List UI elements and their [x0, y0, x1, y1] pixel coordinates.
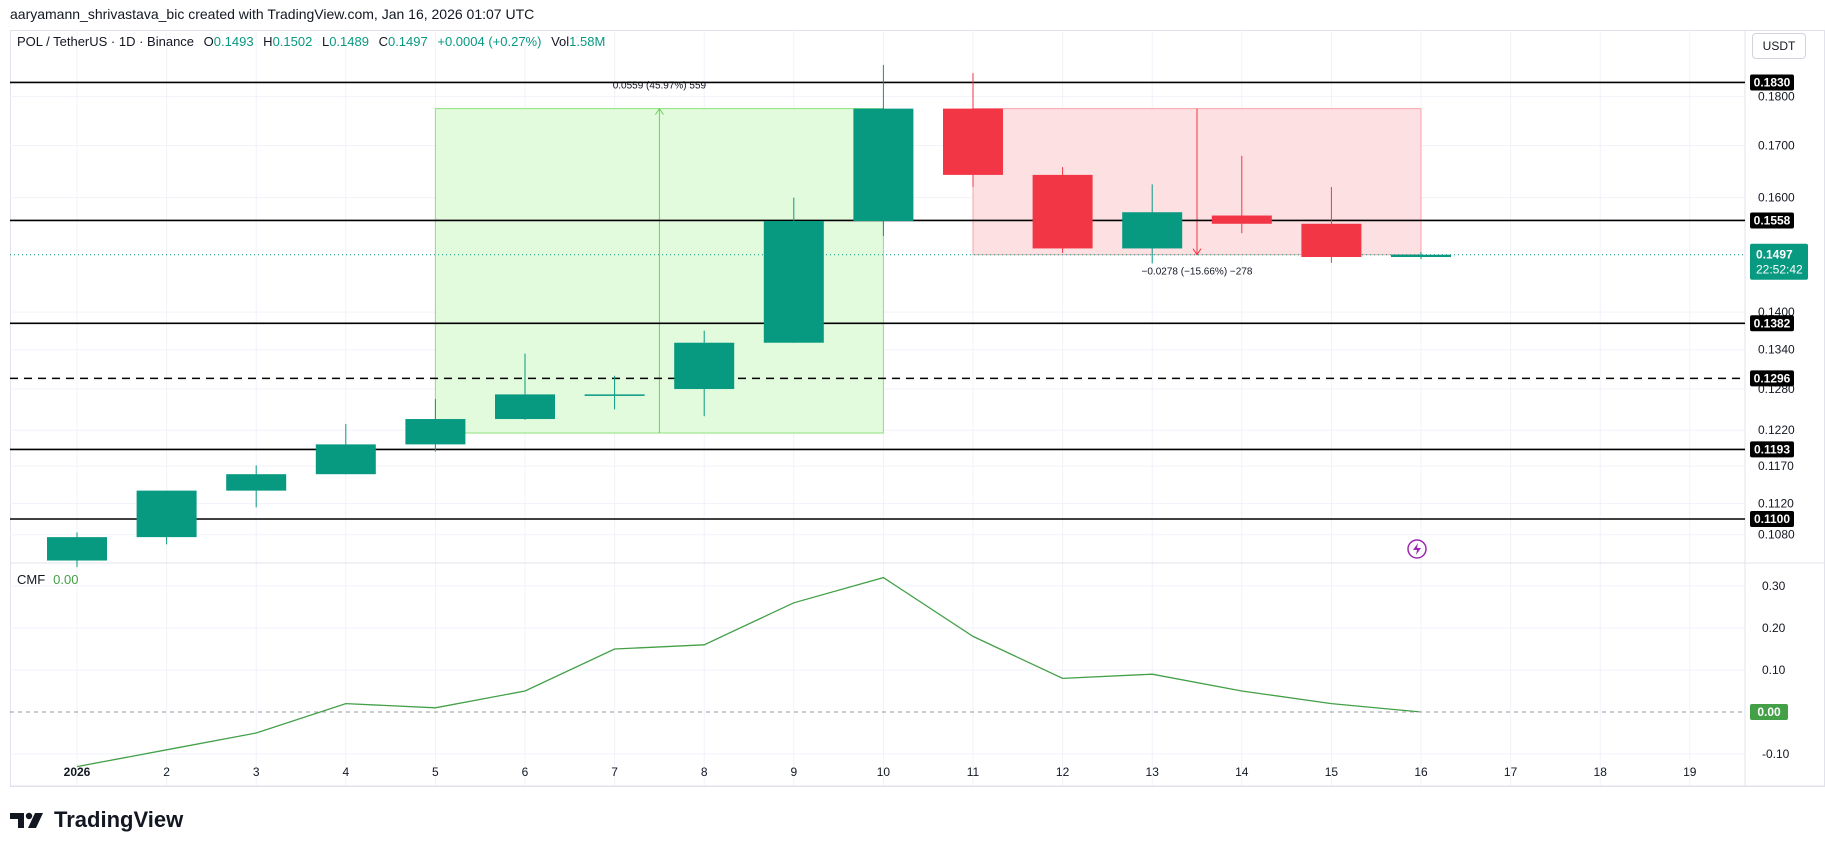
candle-body	[1032, 174, 1093, 249]
time-tick: 4	[342, 765, 349, 779]
time-tick: 19	[1683, 765, 1697, 779]
cmf-tick: 0.20	[1762, 621, 1786, 635]
price-tick: 0.1120	[1758, 497, 1794, 511]
cmf-tick: 0.30	[1762, 579, 1786, 593]
cmf-tick: -0.10	[1762, 747, 1790, 761]
candle-body	[1122, 212, 1183, 249]
candle-body	[943, 108, 1003, 175]
measure-zones: 0.0559 (45.97%) 559 −0.0278 (−15.66%) −27…	[434, 81, 1422, 434]
candle-body	[405, 419, 466, 445]
last-price-tag	[1750, 243, 1808, 280]
time-tick: 14	[1235, 765, 1249, 779]
last-price-value: 0.1497	[1756, 248, 1793, 262]
candle-body	[47, 537, 107, 561]
axes: 0.18000.17000.16000.14000.13400.12800.12…	[64, 90, 1795, 779]
currency-unit-button[interactable]: USDT	[1752, 33, 1806, 59]
measure-up-label: 0.0559 (45.97%) 559	[613, 81, 707, 92]
price-tick: 0.1700	[1758, 139, 1795, 153]
time-tick: 5	[432, 765, 439, 779]
cmf-pane	[10, 576, 1745, 768]
cmf-value: 0.00	[53, 572, 79, 587]
time-tick: 3	[253, 765, 260, 779]
measure-down-arrowhead	[1192, 248, 1202, 256]
candle-body	[674, 342, 735, 390]
grid-lines	[10, 30, 1825, 787]
cmf-tag	[1750, 704, 1788, 720]
countdown-timer: 22:52:42	[1756, 263, 1803, 277]
candle-body	[584, 394, 645, 396]
cmf-tick: 0.10	[1762, 663, 1786, 677]
symbol-legend[interactable]: POL / TetherUS · 1D · Binance O0.1493 H0…	[17, 34, 606, 49]
candles	[47, 64, 1451, 568]
volume-value: 1.58M	[569, 34, 606, 49]
level-tag	[1750, 212, 1794, 229]
time-tick: 9	[790, 765, 797, 779]
cmf-label: CMF	[17, 572, 46, 587]
time-tick: 8	[701, 765, 708, 779]
time-tick: 2	[163, 765, 170, 779]
level-tag	[1750, 74, 1794, 91]
time-tick: 11	[967, 765, 980, 779]
tradingview-logo[interactable]: TradingView	[10, 807, 183, 833]
time-tick: 18	[1594, 765, 1608, 779]
time-tick: 15	[1325, 765, 1339, 779]
price-tick: 0.1340	[1758, 343, 1795, 357]
symbol-name: POL / TetherUS · 1D · Binance	[17, 34, 195, 49]
level-tag	[1750, 370, 1794, 387]
time-tick: 2026	[64, 765, 91, 779]
time-tick: 7	[611, 765, 618, 779]
measure-up-arrowhead	[654, 107, 664, 115]
candle-body	[853, 108, 914, 222]
time-tick: 17	[1504, 765, 1518, 779]
level-tag-label: 0.1830	[1754, 75, 1791, 89]
level-tag	[1750, 315, 1794, 332]
candle-body	[495, 394, 555, 420]
measure-down-label: −0.0278 (−15.66%) −278	[1142, 267, 1253, 278]
time-tick: 12	[1056, 765, 1070, 779]
cmf-tag-label: 0.00	[1757, 705, 1781, 719]
price-tick: 0.1220	[1758, 423, 1795, 437]
level-tag	[1750, 441, 1794, 458]
candle-body	[1391, 254, 1451, 258]
cmf-legend[interactable]: CMF 0.00	[17, 572, 78, 587]
candle-body	[1301, 223, 1362, 258]
candle-body	[315, 444, 376, 475]
price-tick: 0.1170	[1758, 459, 1794, 473]
cmf-line	[76, 576, 1422, 768]
price-tick: 0.1080	[1758, 528, 1795, 542]
level-tag-label: 0.1382	[1754, 316, 1791, 330]
time-tick: 16	[1414, 765, 1428, 779]
time-tick: 6	[522, 765, 529, 779]
price-tick: 0.1800	[1758, 90, 1795, 104]
level-tag-label: 0.1558	[1754, 213, 1791, 227]
chart-credit: aaryamann_shrivastava_bic created with T…	[10, 6, 535, 22]
change-value: +0.0004 (+0.27%)	[437, 34, 542, 49]
candle-body	[226, 474, 287, 491]
lightning-icon[interactable]	[1407, 539, 1427, 559]
tradingview-logo-icon	[10, 812, 43, 828]
tradingview-logo-text: TradingView	[54, 807, 184, 832]
level-tag-label: 0.1100	[1754, 512, 1790, 526]
level-tag-label: 0.1296	[1754, 371, 1791, 385]
time-tick: 13	[1146, 765, 1160, 779]
price-tags: 0.1830 0.1558 0.1382 0.1296 0.1193 0.1100 0.14…	[1750, 74, 1808, 720]
level-tag-label: 0.1193	[1754, 442, 1790, 456]
level-tag	[1750, 511, 1794, 528]
price-tick: 0.1600	[1758, 191, 1795, 205]
time-tick: 10	[877, 765, 891, 779]
candle-body	[136, 490, 197, 538]
candle-body	[763, 221, 824, 343]
candle-body	[1211, 215, 1272, 224]
